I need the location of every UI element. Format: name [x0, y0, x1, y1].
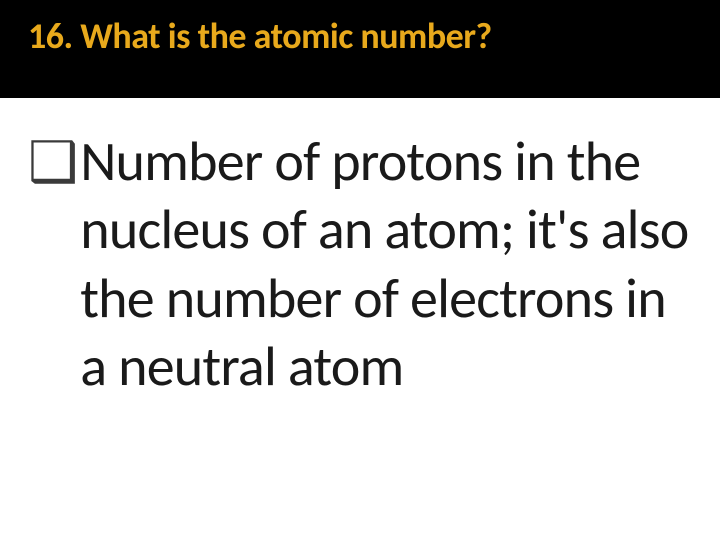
bullet-item: ❑ Number of protons in the nucleus of an… [28, 128, 692, 401]
slide-title: 16. What is the atomic number? [28, 14, 692, 58]
body-text: Number of protons in the nucleus of an a… [80, 128, 692, 401]
bullet-icon: ❑ [28, 128, 78, 195]
slide-header: 16. What is the atomic number? [0, 0, 720, 98]
slide-body: ❑ Number of protons in the nucleus of an… [0, 98, 720, 401]
